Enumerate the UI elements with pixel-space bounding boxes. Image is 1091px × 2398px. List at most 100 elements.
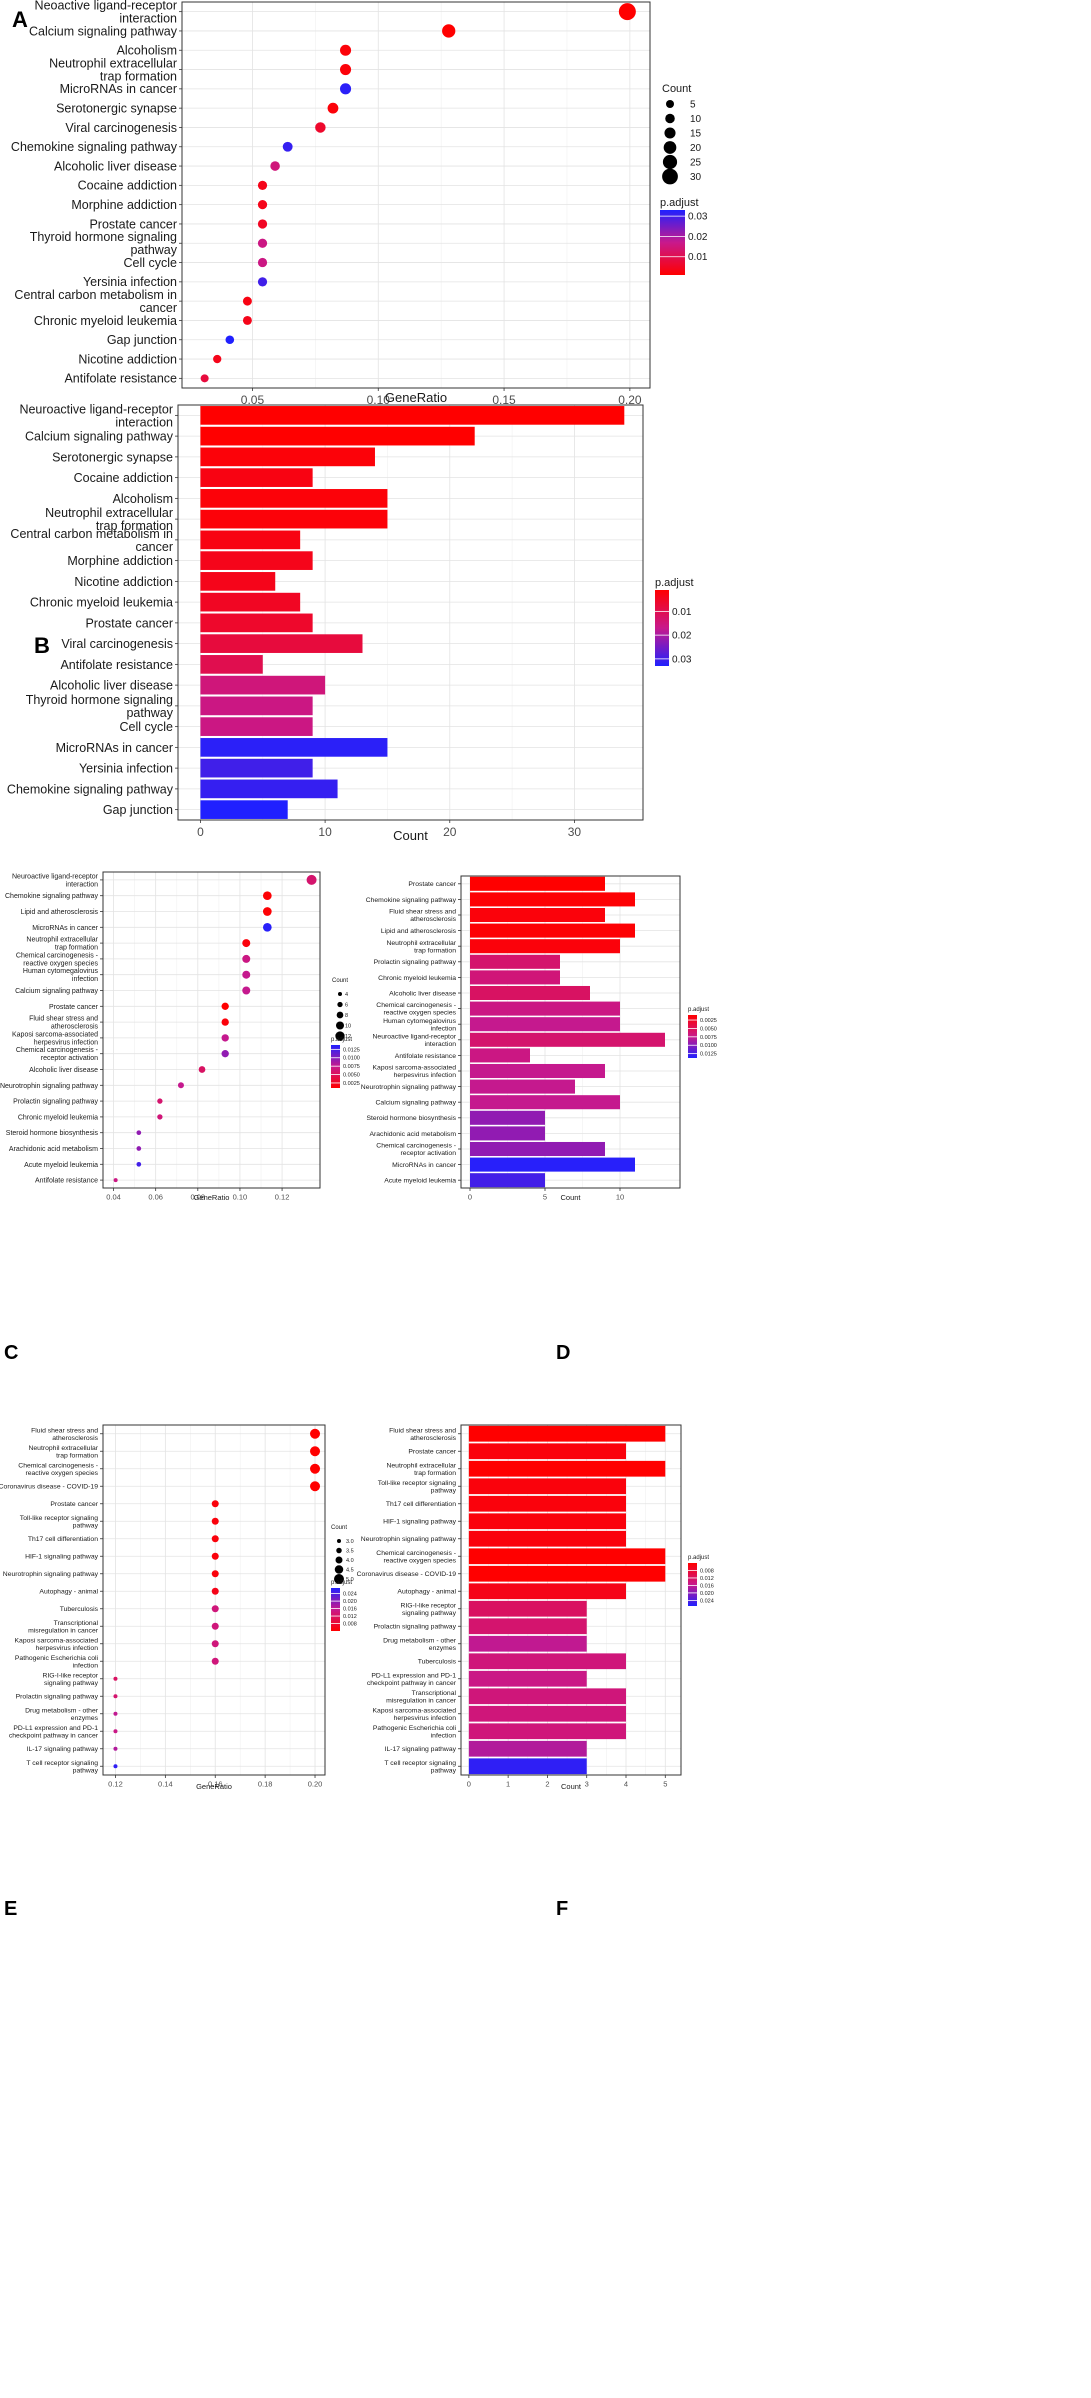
bar-5 xyxy=(470,939,620,954)
color-legend-title: p.adjust xyxy=(660,197,699,209)
y-tick-label: Coronavirus disease - COVID-19 xyxy=(357,1571,457,1578)
x-tick-label: 0.18 xyxy=(258,1780,273,1789)
y-tick-label: Tuberculosis xyxy=(418,1659,457,1666)
panel-label-f: F xyxy=(556,1898,568,1920)
bar-11 xyxy=(470,1032,665,1047)
bar-4 xyxy=(468,1478,626,1495)
point-12 xyxy=(211,1622,219,1630)
point-5 xyxy=(339,83,352,95)
y-tick-label: Neutrophil extracellular trap formation xyxy=(386,1462,456,1477)
x-tick-label: 0 xyxy=(197,825,204,839)
point-16 xyxy=(113,1694,118,1699)
bar-12 xyxy=(468,1618,587,1635)
point-17 xyxy=(242,315,252,325)
bar-17 xyxy=(468,1705,626,1722)
y-tick-label: Neutrophil extracellular trap formation xyxy=(386,940,456,955)
point-15 xyxy=(157,1098,163,1104)
bar-20 xyxy=(470,1173,545,1188)
x-tick-label: 0.20 xyxy=(618,393,642,407)
point-4 xyxy=(310,1481,321,1492)
x-tick-label: 0.16 xyxy=(208,1780,223,1789)
y-tick-label: Transcriptional misregulation in cancer xyxy=(28,1620,99,1635)
y-tick-label: Central carbon metabolism in cancer xyxy=(10,527,173,554)
bar-1 xyxy=(200,406,625,425)
point-6 xyxy=(242,954,251,963)
plot-area xyxy=(182,2,650,388)
size-legend-dot xyxy=(335,1031,345,1041)
bar-5 xyxy=(468,1495,626,1512)
x-tick-label: 0.10 xyxy=(367,393,391,407)
point-17 xyxy=(113,1711,118,1716)
size-legend-title: Count xyxy=(331,1525,347,1531)
size-legend-dot xyxy=(336,1011,344,1019)
y-tick-label: Prostate cancer xyxy=(89,217,177,231)
x-tick-label: 0.12 xyxy=(108,1780,123,1789)
y-tick-label: Arachidonic acid metabolism xyxy=(369,1131,456,1138)
y-tick-label: Chronic myeloid leukemia xyxy=(378,975,456,982)
bar-8 xyxy=(468,1548,666,1565)
y-tick-label: Morphine addiction xyxy=(71,198,177,212)
y-tick-label: Viral carcinogenesis xyxy=(61,637,173,651)
color-legend-label: 0.020 xyxy=(700,1591,714,1597)
panel-label-d: D xyxy=(556,1342,570,1364)
size-legend-label: 30 xyxy=(690,172,702,183)
point-16 xyxy=(157,1114,163,1120)
x-tick-label: 1 xyxy=(506,1780,510,1789)
point-10 xyxy=(221,1018,229,1026)
y-tick-label: Neurotrophin signaling pathway xyxy=(361,1536,457,1543)
x-tick-label: 0 xyxy=(467,1780,471,1789)
bar-19 xyxy=(200,779,338,799)
x-tick-label: 0.20 xyxy=(308,1780,323,1789)
bar-8 xyxy=(200,551,313,570)
y-tick-label: Fluid shear stress and atherosclerosis xyxy=(389,909,456,924)
y-tick-label: MicroRNAs in cancer xyxy=(60,82,177,96)
bar-2 xyxy=(200,426,475,446)
color-legend-label: 0.03 xyxy=(688,212,708,223)
point-19 xyxy=(113,1746,118,1751)
bar-11 xyxy=(200,613,313,633)
point-1 xyxy=(306,874,317,885)
y-tick-label: Cocaine addiction xyxy=(74,471,173,485)
y-tick-label: Neuroactive ligand-receptor interaction xyxy=(12,873,99,888)
color-legend-label: 0.0050 xyxy=(700,1026,717,1032)
point-9 xyxy=(221,1002,229,1010)
y-tick-label: Coronavirus disease - COVID-19 xyxy=(0,1484,98,1491)
plot-frame xyxy=(460,1424,682,1776)
bar-20 xyxy=(468,1758,587,1775)
point-18 xyxy=(113,1729,118,1734)
point-7 xyxy=(242,970,251,979)
point-10 xyxy=(257,180,268,190)
color-legend-title: p.adjust xyxy=(331,1580,352,1586)
point-8 xyxy=(211,1552,219,1560)
size-legend-label: 15 xyxy=(690,129,702,140)
plot-area xyxy=(103,1425,325,1775)
point-1 xyxy=(618,3,636,21)
color-legend-label: 0.0100 xyxy=(343,1056,360,1062)
y-tick-label: Nicotine addiction xyxy=(74,575,173,589)
bar-15 xyxy=(468,1670,587,1687)
x-tick-label: 20 xyxy=(443,825,457,839)
size-legend-label: 3.5 xyxy=(346,1548,354,1554)
size-legend-label: 4 xyxy=(345,992,348,998)
size-legend-dot xyxy=(336,1547,342,1554)
bar-13 xyxy=(470,1063,605,1079)
y-tick-label: Neurotrophin signaling pathway xyxy=(361,1084,457,1091)
point-2 xyxy=(442,24,456,38)
x-axis-title: GeneRatio xyxy=(194,1193,230,1202)
size-legend-label: 6 xyxy=(345,1002,348,1008)
point-3 xyxy=(310,1463,321,1474)
y-tick-label: Kaposi sarcoma-associated herpesvirus inf… xyxy=(373,1065,457,1080)
bar-13 xyxy=(200,655,263,674)
x-axis-title: GeneRatio xyxy=(385,390,447,405)
point-13 xyxy=(211,1640,219,1648)
y-tick-label: Prolactin signaling pathway xyxy=(16,1694,99,1701)
y-tick-label: Prostate cancer xyxy=(50,1501,98,1508)
point-8 xyxy=(282,141,293,152)
chart-panel-f: Fluid shear stress and atherosclerosis Pro… xyxy=(357,1424,714,1791)
y-tick-label: RIG-I-like receptor signaling pathway xyxy=(42,1672,98,1687)
y-tick-label: Steroid hormone biosynthesis xyxy=(366,1115,456,1122)
y-tick-label: Alcoholism xyxy=(113,492,173,506)
point-1 xyxy=(310,1428,321,1439)
bar-4 xyxy=(470,923,635,938)
y-tick-label: PD-L1 expression and PD-1 checkpoint path… xyxy=(367,1672,457,1687)
